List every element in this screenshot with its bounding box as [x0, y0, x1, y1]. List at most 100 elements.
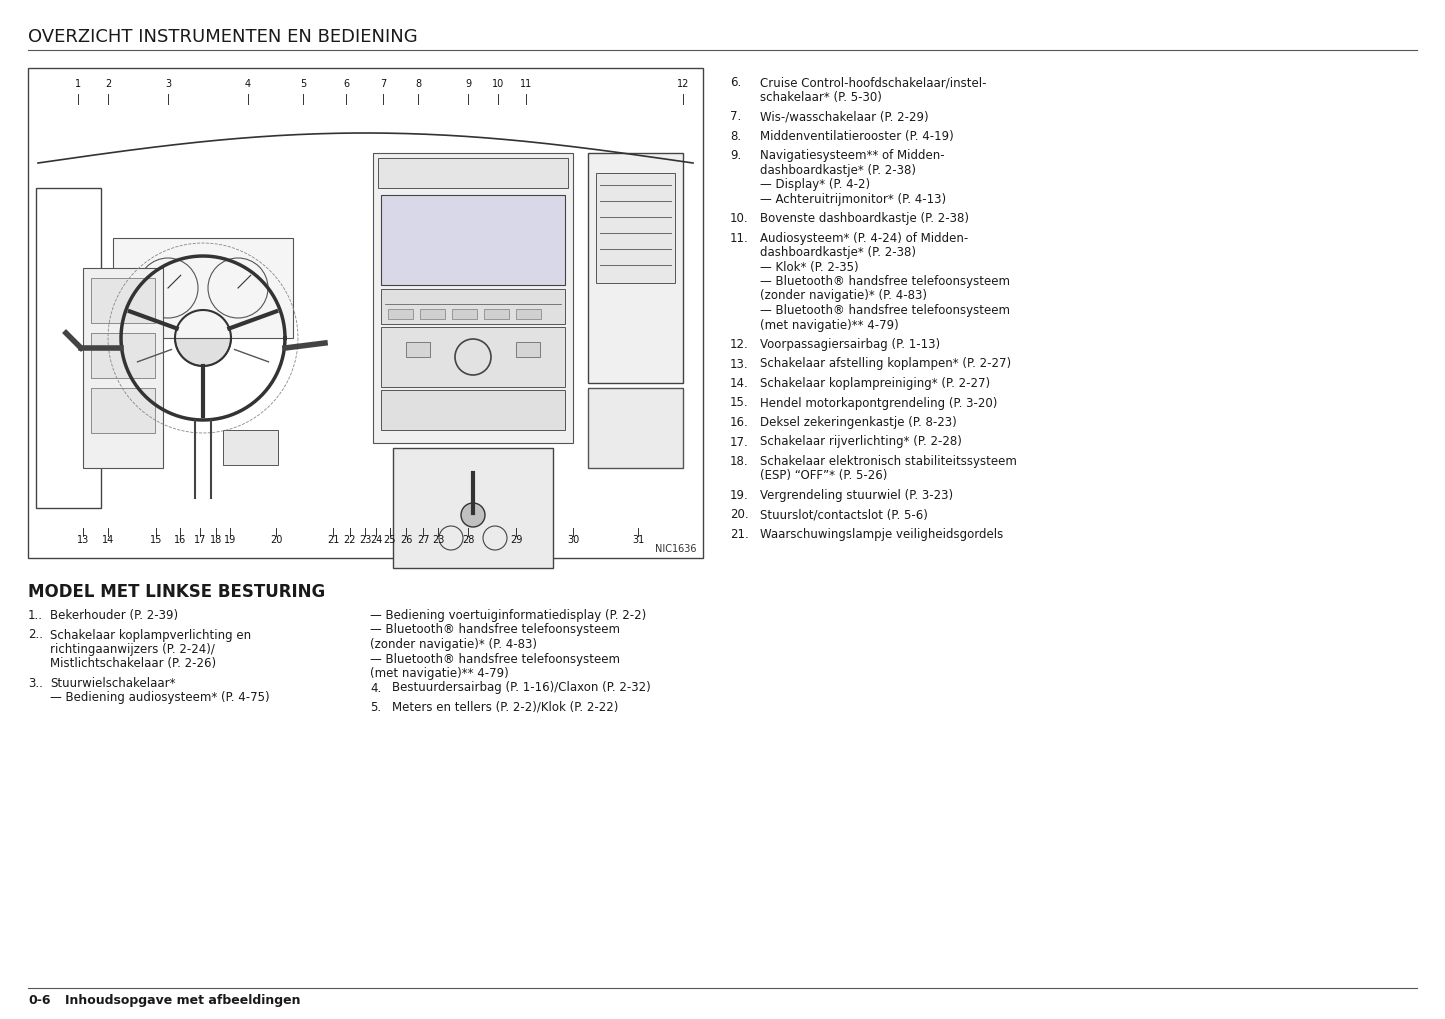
Text: 10.: 10.	[730, 212, 749, 225]
Bar	[393, 448, 553, 568]
Bar	[91, 278, 155, 323]
Text: 16.: 16.	[730, 416, 749, 429]
Text: Inhoudsopgave met afbeeldingen: Inhoudsopgave met afbeeldingen	[65, 994, 301, 1007]
Bar	[588, 388, 683, 468]
Text: OVERZICHT INSTRUMENTEN EN BEDIENING: OVERZICHT INSTRUMENTEN EN BEDIENING	[27, 28, 418, 46]
Text: (zonder navigatie)* (P. 4-83): (zonder navigatie)* (P. 4-83)	[370, 638, 538, 651]
Bar	[381, 327, 565, 387]
Text: dashboardkastje* (P. 2-38): dashboardkastje* (P. 2-38)	[760, 246, 916, 259]
Text: 1: 1	[75, 79, 81, 89]
Text: 8: 8	[415, 79, 420, 89]
Text: 30: 30	[566, 535, 579, 545]
Text: 20: 20	[270, 535, 282, 545]
Text: — Klok* (P. 2-35): — Klok* (P. 2-35)	[760, 261, 858, 273]
Text: — Bediening audiosysteem* (P. 4-75): — Bediening audiosysteem* (P. 4-75)	[51, 692, 270, 704]
Text: Schakelaar koplampreiniging* (P. 2-27): Schakelaar koplampreiniging* (P. 2-27)	[760, 377, 990, 390]
Bar	[373, 153, 574, 443]
Bar	[516, 309, 540, 319]
Text: Bestuurdersairbag (P. 1-16)/Claxon (P. 2-32): Bestuurdersairbag (P. 1-16)/Claxon (P. 2…	[392, 682, 650, 695]
Text: 11.: 11.	[730, 231, 749, 245]
Text: Deksel zekeringenkastje (P. 8-23): Deksel zekeringenkastje (P. 8-23)	[760, 416, 957, 429]
Text: 29: 29	[510, 535, 522, 545]
Text: 13.: 13.	[730, 358, 749, 371]
Text: Vergrendeling stuurwiel (P. 3-23): Vergrendeling stuurwiel (P. 3-23)	[760, 489, 954, 502]
Text: 24: 24	[370, 535, 381, 545]
Text: 12: 12	[676, 79, 689, 89]
Text: 5.: 5.	[370, 701, 381, 714]
Text: 6: 6	[342, 79, 350, 89]
Bar	[82, 268, 163, 468]
Text: 7: 7	[380, 79, 386, 89]
Text: richtingaanwijzers (P. 2-24)/: richtingaanwijzers (P. 2-24)/	[51, 643, 215, 656]
Text: NIC1636: NIC1636	[656, 544, 696, 554]
Text: 8.: 8.	[730, 129, 741, 143]
Text: 4.: 4.	[370, 682, 381, 695]
Text: 22: 22	[344, 535, 357, 545]
Bar	[389, 309, 413, 319]
Text: 14: 14	[103, 535, 114, 545]
Text: 10: 10	[491, 79, 504, 89]
Bar	[113, 238, 293, 338]
Text: Schakelaar elektronisch stabiliteitssysteem: Schakelaar elektronisch stabiliteitssyst…	[760, 455, 1017, 468]
Text: 21: 21	[327, 535, 340, 545]
Bar	[379, 158, 568, 187]
Text: Cruise Control-hoofdschakelaar/instel-: Cruise Control-hoofdschakelaar/instel-	[760, 76, 987, 89]
Bar	[420, 309, 445, 319]
Text: 9: 9	[465, 79, 471, 89]
Text: 28: 28	[462, 535, 474, 545]
Text: 17: 17	[194, 535, 207, 545]
Text: 0-6: 0-6	[27, 994, 51, 1007]
Bar	[27, 68, 704, 558]
Text: 18: 18	[210, 535, 223, 545]
Bar	[595, 173, 675, 283]
Text: Audiosysteem* (P. 4-24) of Midden-: Audiosysteem* (P. 4-24) of Midden-	[760, 231, 968, 245]
Text: 11: 11	[520, 79, 532, 89]
Bar	[484, 309, 509, 319]
Text: schakelaar* (P. 5-30): schakelaar* (P. 5-30)	[760, 91, 881, 104]
Circle shape	[461, 503, 486, 527]
Bar	[381, 289, 565, 324]
Text: 23: 23	[358, 535, 371, 545]
Text: Wis-/wasschakelaar (P. 2-29): Wis-/wasschakelaar (P. 2-29)	[760, 110, 929, 123]
Text: dashboardkastje* (P. 2-38): dashboardkastje* (P. 2-38)	[760, 163, 916, 176]
Text: 26: 26	[400, 535, 412, 545]
Text: (zonder navigatie)* (P. 4-83): (zonder navigatie)* (P. 4-83)	[760, 289, 928, 303]
Text: MODEL MET LINKSE BESTURING: MODEL MET LINKSE BESTURING	[27, 583, 325, 601]
Text: 25: 25	[384, 535, 396, 545]
Text: 15.: 15.	[730, 396, 749, 410]
Text: 9.: 9.	[730, 149, 741, 162]
Text: Navigatiesysteem** of Midden-: Navigatiesysteem** of Midden-	[760, 149, 945, 162]
Text: (met navigatie)** 4-79): (met navigatie)** 4-79)	[760, 319, 899, 331]
Text: Hendel motorkapontgrendeling (P. 3-20): Hendel motorkapontgrendeling (P. 3-20)	[760, 396, 997, 410]
Text: 3: 3	[165, 79, 171, 89]
Circle shape	[175, 310, 231, 366]
Text: 14.: 14.	[730, 377, 749, 390]
Bar	[406, 342, 431, 357]
Text: 1..: 1..	[27, 609, 43, 622]
Text: 16: 16	[173, 535, 186, 545]
Bar	[381, 195, 565, 285]
Bar	[588, 153, 683, 383]
Bar	[516, 342, 540, 357]
Text: Voorpassagiersairbag (P. 1-13): Voorpassagiersairbag (P. 1-13)	[760, 338, 941, 351]
Text: — Bluetooth® handsfree telefoonsysteem: — Bluetooth® handsfree telefoonsysteem	[760, 275, 1010, 288]
Text: 12.: 12.	[730, 338, 749, 351]
Text: 4: 4	[246, 79, 251, 89]
Text: — Display* (P. 4-2): — Display* (P. 4-2)	[760, 178, 870, 191]
Bar	[223, 430, 277, 465]
Text: 18.: 18.	[730, 455, 749, 468]
Text: 20.: 20.	[730, 508, 749, 522]
Text: Stuurslot/contactslot (P. 5-6): Stuurslot/contactslot (P. 5-6)	[760, 508, 928, 522]
Text: 17.: 17.	[730, 435, 749, 448]
Text: 3..: 3..	[27, 677, 43, 690]
Text: 23: 23	[432, 535, 444, 545]
Bar	[452, 309, 477, 319]
Text: Waarschuwingslampje veiligheidsgordels: Waarschuwingslampje veiligheidsgordels	[760, 528, 1003, 541]
Text: 27: 27	[416, 535, 429, 545]
Text: Meters en tellers (P. 2-2)/Klok (P. 2-22): Meters en tellers (P. 2-2)/Klok (P. 2-22…	[392, 701, 618, 714]
Text: 6.: 6.	[730, 76, 741, 89]
Text: Schakelaar afstelling koplampen* (P. 2-27): Schakelaar afstelling koplampen* (P. 2-2…	[760, 358, 1012, 371]
Text: — Bediening voertuiginformatiedisplay (P. 2-2): — Bediening voertuiginformatiedisplay (P…	[370, 609, 646, 622]
Text: 19.: 19.	[730, 489, 749, 502]
Text: 31: 31	[631, 535, 644, 545]
